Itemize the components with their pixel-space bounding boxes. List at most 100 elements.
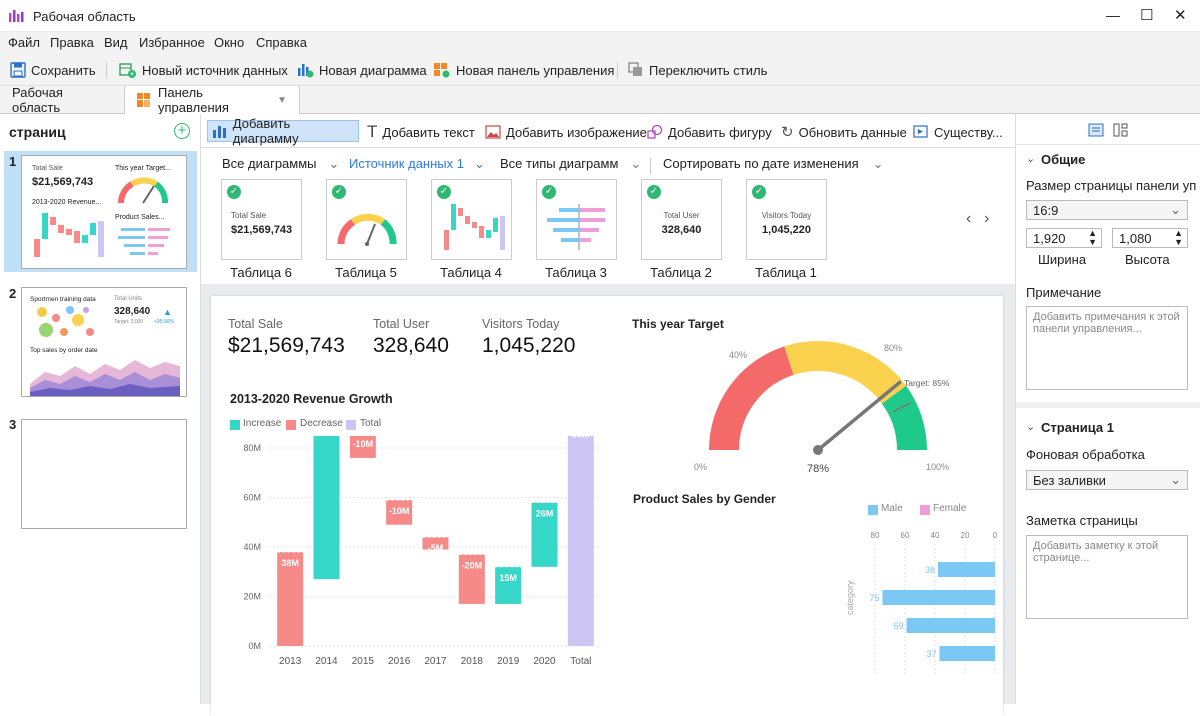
dashboard-tab-icon xyxy=(137,93,151,107)
legend-male-label: Male xyxy=(881,503,903,514)
chevron-down-icon: ⌄ xyxy=(1170,202,1181,217)
refresh-data-button[interactable]: ↻ Обновить данные xyxy=(781,122,907,142)
page-size-select[interactable]: 16:9 ⌄ xyxy=(1026,200,1188,220)
chevron-down-icon: ⌄ xyxy=(328,156,340,171)
kpi-total-user-value: 328,640 xyxy=(373,334,449,357)
save-button[interactable]: Сохранить xyxy=(10,60,96,80)
gauge-value-label: 78% xyxy=(807,463,829,475)
x-tick-label: 2015 xyxy=(352,656,375,667)
collapse-general-icon[interactable]: ⌄ xyxy=(1026,153,1036,165)
switch-style-button[interactable]: Переключить стиль xyxy=(628,60,767,80)
add-image-button[interactable]: Добавить изображение xyxy=(485,122,647,142)
width-input[interactable]: 1,920 ▲ ▼ xyxy=(1026,228,1102,248)
check-icon: ✓ xyxy=(227,185,241,199)
pages-panel: страниц + 1 Total Sale $21,569,743 This … xyxy=(0,114,201,704)
new-dashboard-button[interactable]: Новая панель управления xyxy=(433,60,614,80)
tab-dropdown-icon[interactable]: ▼ xyxy=(277,94,287,106)
menu-view[interactable]: Вид xyxy=(104,35,128,50)
data-source-dropdown[interactable]: Источник данных 1 ⌄ xyxy=(349,156,485,172)
thumb-gender-bars xyxy=(118,228,170,255)
scroll-right-icon[interactable]: › xyxy=(984,210,990,227)
page-thumbnail-2[interactable]: Sportmen training data Total Units 328,6… xyxy=(21,287,187,397)
x-tick-label: 2016 xyxy=(388,656,411,667)
add-text-button[interactable]: T Добавить текст xyxy=(367,122,475,142)
chart-card-3[interactable]: ✓ xyxy=(536,179,617,260)
kpi-total-sale-value: $21,569,743 xyxy=(228,334,345,357)
refresh-data-label: Обновить данные xyxy=(798,124,907,140)
background-select[interactable]: Без заливки ⌄ xyxy=(1026,470,1188,490)
chart-card-4-label: Таблица 4 xyxy=(440,265,502,280)
properties-tab-icon[interactable] xyxy=(1088,123,1104,137)
collapse-page-icon[interactable]: ⌄ xyxy=(1026,421,1036,433)
kpi-visitors-value: 1,045,220 xyxy=(482,334,576,357)
legend-decrease-swatch xyxy=(286,420,296,430)
waterfall-bar xyxy=(277,551,304,646)
chart-card-5[interactable]: ✓ xyxy=(326,179,407,260)
legend-decrease-label: Decrease xyxy=(300,418,343,429)
existing-icon xyxy=(913,125,928,138)
new-chart-button[interactable]: Новая диаграмма xyxy=(296,60,427,80)
all-charts-dropdown[interactable]: Все диаграммы ⌄ xyxy=(222,156,339,172)
x-tick-label: 2018 xyxy=(461,656,484,667)
note-textarea[interactable]: Добавить примечания к этой панели управл… xyxy=(1026,306,1188,390)
add-chart-icon xyxy=(213,126,226,138)
thumb-gauge xyxy=(118,177,169,204)
chart-card-1[interactable]: ✓ Visitors Today 1,045,220 xyxy=(746,179,827,260)
menu-file[interactable]: Файл xyxy=(8,35,40,50)
tab-workspace-label: Рабочая область xyxy=(12,85,63,115)
maximize-button[interactable]: ☐ xyxy=(1140,7,1154,24)
card-kpi-value: $21,569,743 xyxy=(231,224,293,236)
chart-types-dropdown[interactable]: Все типы диаграмм ⌄ xyxy=(500,156,641,172)
layers-tab-icon[interactable] xyxy=(1113,123,1129,137)
add-page-icon[interactable]: + xyxy=(174,123,190,139)
gauge-tick-label: 40% xyxy=(729,350,747,360)
legend-total-swatch xyxy=(346,420,356,430)
waterfall-bar xyxy=(422,537,449,550)
background-value: Без заливки xyxy=(1033,473,1106,488)
existing-button[interactable]: Существу... xyxy=(913,122,1003,142)
y-tick-label: 40M xyxy=(243,542,261,552)
existing-label: Существу... xyxy=(934,124,1003,140)
check-icon: ✓ xyxy=(752,185,766,199)
stepper-icon[interactable]: ▲ ▼ xyxy=(1088,228,1097,247)
menu-favorites[interactable]: Избранное xyxy=(139,35,205,50)
stepper-icon[interactable]: ▲ ▼ xyxy=(1174,228,1183,247)
close-button[interactable]: ✕ xyxy=(1174,7,1187,24)
note-placeholder: Добавить примечания к этой панели управл… xyxy=(1033,311,1180,335)
sort-dropdown[interactable]: Сортировать по дате изменения ⌄ xyxy=(663,156,884,172)
page-thumbnail-1[interactable]: Total Sale $21,569,743 This year Target.… xyxy=(21,155,187,269)
menu-help[interactable]: Справка xyxy=(256,35,307,50)
gauge-segment xyxy=(881,385,927,451)
gauge-needle xyxy=(816,380,902,452)
waterfall-bar xyxy=(349,436,376,458)
width-value: 1,920 xyxy=(1033,231,1066,246)
height-input[interactable]: 1,080 ▲ ▼ xyxy=(1112,228,1188,248)
page-number-2: 2 xyxy=(9,286,17,301)
chart-card-4[interactable]: ✓ xyxy=(431,179,512,260)
gauge-target-label: Target: 85% xyxy=(904,378,950,388)
menu-edit[interactable]: Правка xyxy=(50,35,94,50)
page-thumbnail-3[interactable] xyxy=(21,419,187,529)
add-chart-button[interactable]: Добавить диаграмму xyxy=(207,116,359,146)
add-shape-button[interactable]: Добавить фигуру xyxy=(647,122,772,142)
check-icon: ✓ xyxy=(437,185,451,199)
add-text-label: Добавить текст xyxy=(382,124,475,140)
scroll-left-icon[interactable]: ‹ xyxy=(966,210,972,227)
menu-window[interactable]: Окно xyxy=(214,35,245,50)
card-gauge-icon xyxy=(337,213,397,246)
dashboard-page[interactable]: Total Sale $21,569,743 Total User 328,64… xyxy=(211,296,1003,716)
save-label: Сохранить xyxy=(31,62,96,78)
tab-dashboard[interactable]: Панель управления ▼ xyxy=(125,85,300,115)
chevron-down-icon: ⌄ xyxy=(630,156,642,171)
new-data-source-button[interactable]: + Новый источник данных xyxy=(119,60,288,80)
chart-card-2[interactable]: ✓ Total User 328,640 xyxy=(641,179,722,260)
thumb2-bubbles xyxy=(37,306,94,337)
bar-value-label: 38M xyxy=(281,558,299,568)
chart-icon xyxy=(298,64,314,78)
minimize-button[interactable]: — xyxy=(1106,7,1120,23)
chart-card-6[interactable]: ✓ Total Sale $21,569,743 xyxy=(221,179,302,260)
card-waterfall-icon xyxy=(444,204,505,250)
note-label: Примечание xyxy=(1026,285,1102,300)
page-note-textarea[interactable]: Добавить заметку к этой странице... xyxy=(1026,535,1188,619)
tab-workspace[interactable]: Рабочая область xyxy=(0,85,125,115)
